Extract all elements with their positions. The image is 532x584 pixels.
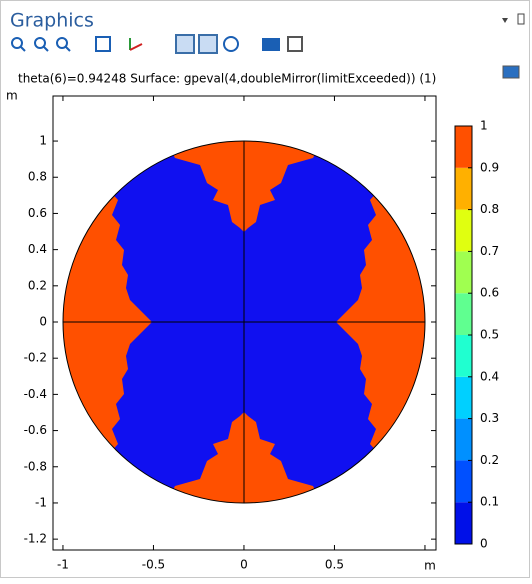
colorbar-band [455,126,472,168]
x-tick-label: 0.5 [325,558,344,572]
colorbar-label: 0.2 [480,453,499,467]
show-legend[interactable] [198,34,218,54]
y-tick-label: 0.2 [28,278,47,292]
y-tick-label: 0.6 [28,206,47,220]
colorbar-band [455,251,472,294]
colorbar-label: 0.7 [480,244,499,258]
y-tick-label: 0.4 [28,242,47,256]
show-grid[interactable] [175,34,195,54]
colorbar-band [455,418,472,461]
image-snapshot[interactable] [262,38,280,51]
colorbar-band [455,209,472,252]
y-tick-label: -0.4 [24,387,47,401]
y-tick-label: -0.8 [24,459,47,473]
scene-light[interactable] [223,36,239,52]
panel-title: Graphics [10,10,94,32]
y-tick-label: -1.2 [24,532,47,546]
y-tick-label: -1 [35,495,47,509]
surface-region [100,141,244,322]
y-tick-label: 0 [39,315,47,329]
y-tick-label: 0.8 [28,170,47,184]
export-icon[interactable] [502,65,520,79]
zoom-in[interactable] [11,37,26,52]
colorbar-label: 0.1 [480,495,499,509]
plot-title: theta(6)=0.94248 Surface: gpeval(4,doubl… [18,72,436,86]
toolbar [11,34,303,54]
colorbar-band [455,335,472,377]
zoom-box[interactable] [56,37,71,52]
colorbar-label: 0.5 [480,328,499,342]
y-tick-label: -0.2 [24,351,47,365]
axis-orientation[interactable] [129,38,143,51]
y-tick-label: -0.6 [24,423,47,437]
plot-frame [52,95,437,551]
y-unit: m [6,89,18,103]
x-tick-label: 0 [240,558,248,572]
colorbar-label: 1 [480,119,488,133]
surface-plot [62,140,426,504]
colorbar-label: 0.4 [480,369,499,383]
colorbar-band [455,502,472,544]
colorbar-label: 0.8 [480,202,499,216]
pin[interactable] [517,13,525,25]
colorbar-label: 0.3 [480,411,499,425]
colorbar-band [455,376,472,419]
zoom-extents[interactable] [95,36,111,52]
colorbar-label: 0 [480,537,488,551]
x-unit: m [424,559,436,573]
x-tick-label: -1 [57,558,69,572]
zoom-out[interactable] [34,37,49,52]
y-tick-label: 1 [39,134,47,148]
colorbar-label: 0.6 [480,286,499,300]
colorbar-band [455,460,472,503]
colorbar-label: 0.9 [480,160,499,174]
colorbar-band [455,293,472,335]
print[interactable] [287,36,303,52]
colorbar-band [455,167,472,210]
x-tick-label: -0.5 [142,558,165,572]
menu-arrow[interactable] [502,18,508,23]
